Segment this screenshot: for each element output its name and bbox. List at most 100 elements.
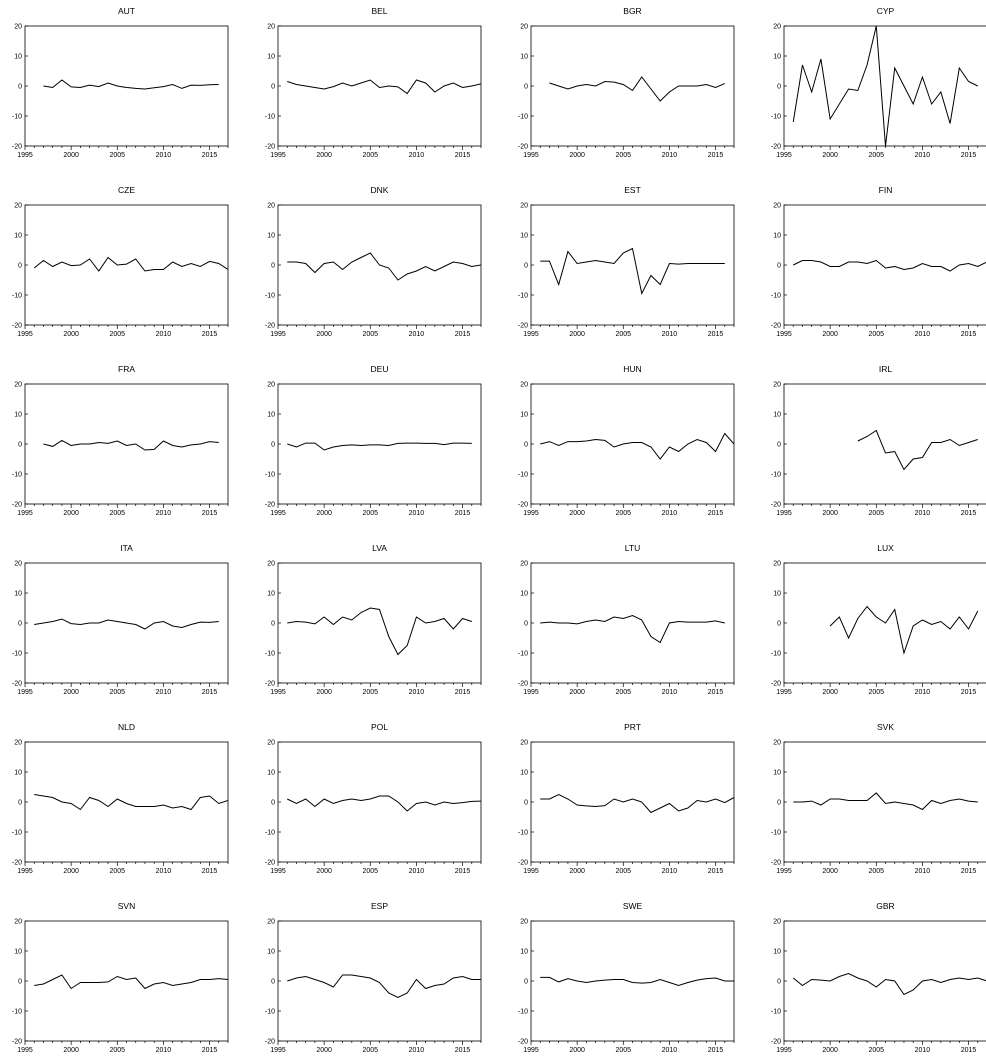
y-tick-label: 0 bbox=[271, 263, 275, 270]
chart-title: EST bbox=[624, 185, 641, 195]
series-line bbox=[33, 256, 228, 272]
x-tick-label: 2015 bbox=[961, 1047, 977, 1054]
y-tick-label: 20 bbox=[520, 382, 528, 389]
y-tick-label: 0 bbox=[18, 800, 22, 807]
y-tick-label: 20 bbox=[520, 24, 528, 31]
y-tick-label: -20 bbox=[771, 681, 781, 688]
y-tick-label: -10 bbox=[771, 830, 781, 837]
y-tick-label: 0 bbox=[18, 263, 22, 270]
y-tick-label: 20 bbox=[773, 24, 781, 31]
y-tick-label: -10 bbox=[12, 114, 22, 121]
y-tick-label: 20 bbox=[773, 561, 781, 568]
chart-panel-esp: ESP -20 -10 0 10 20 1995 2000 2005 2010 2015 bbox=[265, 901, 482, 1054]
y-tick-label: 20 bbox=[267, 919, 275, 926]
y-tick-label: 0 bbox=[777, 621, 781, 628]
y-tick-label: 0 bbox=[18, 979, 22, 986]
x-tick-label: 2005 bbox=[109, 1047, 125, 1054]
y-tick-label: 0 bbox=[777, 442, 781, 449]
y-tick-label: -20 bbox=[518, 681, 528, 688]
plot-frame bbox=[783, 25, 986, 147]
x-tick-label: 1995 bbox=[270, 510, 286, 517]
y-tick-label: -10 bbox=[265, 293, 275, 300]
x-tick-label: 1995 bbox=[523, 510, 539, 517]
y-tick-label: 20 bbox=[14, 740, 22, 747]
x-tick-label: 2005 bbox=[109, 510, 125, 517]
y-tick-label: 0 bbox=[777, 979, 781, 986]
y-tick-label: 20 bbox=[14, 382, 22, 389]
x-tick-label: 2005 bbox=[109, 689, 125, 696]
y-tick-label: -20 bbox=[12, 860, 22, 867]
x-tick-label: 2000 bbox=[63, 152, 79, 159]
y-tick-label: 0 bbox=[524, 979, 528, 986]
x-tick-label: 2010 bbox=[662, 331, 678, 338]
chart-panel-irl: IRL -20 -10 0 10 20 1995 2000 2005 2010 2015 bbox=[771, 364, 986, 517]
y-tick-label: -20 bbox=[265, 323, 275, 330]
x-tick-label: 2015 bbox=[708, 510, 724, 517]
x-tick-label: 2000 bbox=[569, 510, 585, 517]
chart-panel-svn: SVN -20 -10 0 10 20 1995 2000 2005 2010 2015 bbox=[12, 901, 229, 1054]
y-tick-label: -10 bbox=[265, 114, 275, 121]
chart-panel-fin: FIN -20 -10 0 10 20 1995 2000 2005 2010 2015 bbox=[771, 185, 986, 338]
y-tick-label: 0 bbox=[777, 800, 781, 807]
x-tick-label: 2005 bbox=[868, 689, 884, 696]
x-tick-label: 2015 bbox=[202, 689, 218, 696]
x-tick-label: 2015 bbox=[708, 331, 724, 338]
x-tick-label: 2005 bbox=[109, 152, 125, 159]
x-tick-label: 2005 bbox=[362, 1047, 378, 1054]
y-tick-label: 10 bbox=[267, 770, 275, 777]
x-tick-label: 2000 bbox=[569, 331, 585, 338]
y-tick-label: 0 bbox=[777, 84, 781, 91]
chart-title: NLD bbox=[118, 722, 135, 732]
y-tick-label: -20 bbox=[12, 1039, 22, 1046]
chart-panel-cyp: CYP -20 -10 0 10 20 1995 2000 2005 2010 2015 bbox=[771, 6, 986, 159]
y-tick-label: -10 bbox=[771, 114, 781, 121]
plot-frame bbox=[277, 741, 482, 863]
y-tick-label: -20 bbox=[12, 502, 22, 509]
chart-panel-cze: CZE -20 -10 0 10 20 1995 2000 2005 2010 2015 bbox=[12, 185, 229, 338]
x-tick-label: 1995 bbox=[523, 689, 539, 696]
y-tick-label: -20 bbox=[265, 860, 275, 867]
chart-panel-bgr: BGR -20 -10 0 10 20 1995 2000 2005 2010 2015 bbox=[518, 6, 735, 159]
y-tick-label: 10 bbox=[14, 412, 22, 419]
x-tick-label: 2005 bbox=[615, 510, 631, 517]
y-tick-label: -10 bbox=[12, 830, 22, 837]
chart-panel-fra: FRA -20 -10 0 10 20 1995 2000 2005 2010 2015 bbox=[12, 364, 229, 517]
x-tick-label: 2015 bbox=[961, 689, 977, 696]
chart-title: BEL bbox=[371, 6, 387, 16]
x-tick-label: 2010 bbox=[156, 510, 172, 517]
chart-panel-aut: AUT -20 -10 0 10 20 1995 2000 2005 2010 2015 bbox=[12, 6, 229, 159]
x-tick-label: 1995 bbox=[523, 331, 539, 338]
x-tick-label: 1995 bbox=[776, 868, 792, 875]
x-tick-label: 2010 bbox=[662, 868, 678, 875]
series-line bbox=[540, 432, 734, 460]
y-tick-label: 10 bbox=[14, 770, 22, 777]
y-tick-label: -10 bbox=[265, 651, 275, 658]
x-tick-label: 2010 bbox=[409, 152, 425, 159]
x-tick-label: 1995 bbox=[776, 689, 792, 696]
series-line bbox=[34, 794, 228, 811]
x-tick-label: 2000 bbox=[63, 868, 79, 875]
x-tick-label: 2015 bbox=[961, 510, 977, 517]
y-tick-label: 20 bbox=[520, 561, 528, 568]
chart-panel-dnk: DNK -20 -10 0 10 20 1995 2000 2005 2010 2015 bbox=[265, 185, 482, 338]
x-tick-label: 1995 bbox=[270, 689, 286, 696]
y-tick-label: 0 bbox=[18, 442, 22, 449]
y-tick-label: 20 bbox=[520, 203, 528, 210]
y-tick-label: -20 bbox=[771, 860, 781, 867]
y-tick-label: 20 bbox=[14, 24, 22, 31]
x-tick-label: 2015 bbox=[202, 510, 218, 517]
x-tick-label: 2000 bbox=[569, 689, 585, 696]
y-tick-label: 10 bbox=[520, 591, 528, 598]
x-tick-label: 2000 bbox=[316, 689, 332, 696]
x-tick-label: 2000 bbox=[63, 689, 79, 696]
y-tick-label: -20 bbox=[518, 860, 528, 867]
y-tick-label: -20 bbox=[265, 144, 275, 151]
y-tick-label: 10 bbox=[773, 770, 781, 777]
y-tick-label: -10 bbox=[518, 472, 528, 479]
y-tick-label: 10 bbox=[14, 591, 22, 598]
series-line bbox=[287, 974, 481, 999]
y-tick-label: 20 bbox=[520, 740, 528, 747]
series-line bbox=[540, 614, 725, 644]
plot-frame bbox=[24, 920, 229, 1042]
x-tick-label: 2000 bbox=[569, 152, 585, 159]
